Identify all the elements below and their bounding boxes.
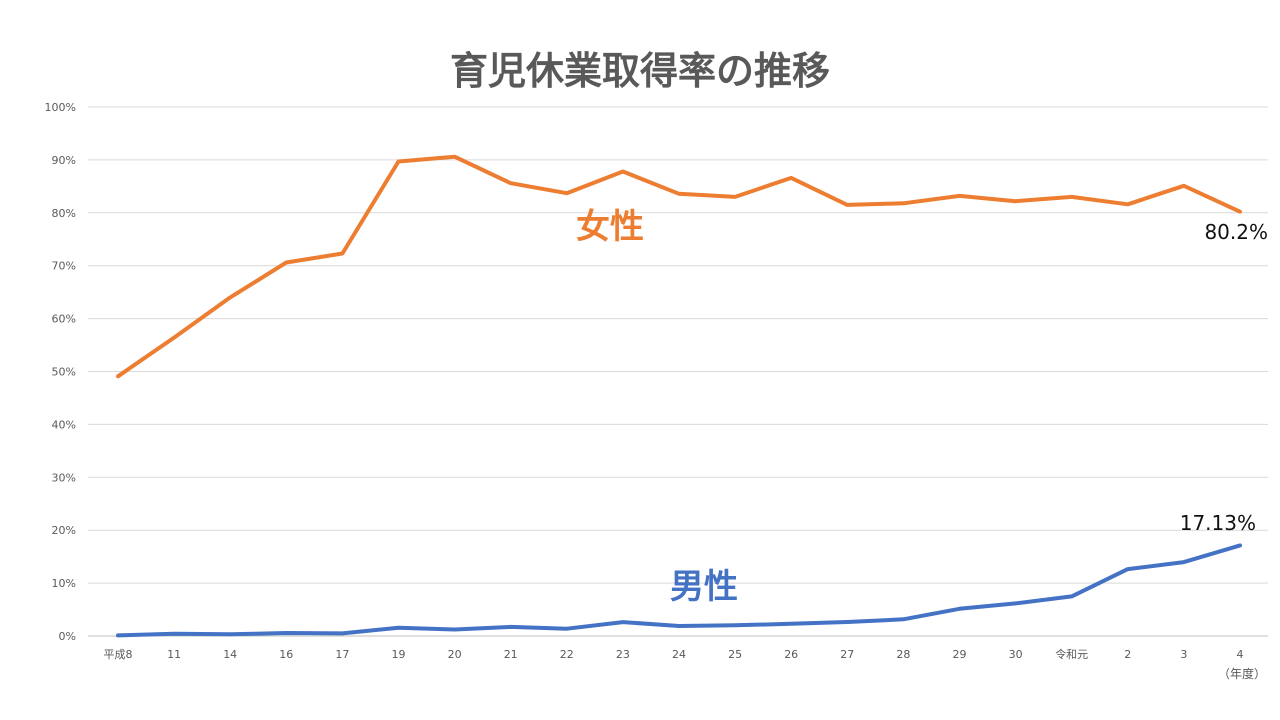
y-tick-label: 0% [59, 630, 76, 643]
y-tick-label: 10% [52, 577, 76, 590]
x-tick-label: 20 [448, 648, 462, 661]
y-tick-label: 80% [52, 207, 76, 220]
x-tick-label: 29 [953, 648, 967, 661]
x-tick-label: 4 [1237, 648, 1244, 661]
y-tick-label: 20% [52, 524, 76, 537]
x-tick-label: 25 [728, 648, 742, 661]
x-tick-label: 30 [1009, 648, 1023, 661]
x-tick-label: 22 [560, 648, 574, 661]
x-tick-label: 2 [1124, 648, 1131, 661]
y-tick-label: 60% [52, 313, 76, 326]
y-tick-label: 90% [52, 154, 76, 167]
x-tick-label: 16 [279, 648, 293, 661]
series-label-male: 男性 [670, 567, 738, 607]
x-tick-label: 令和元 [1055, 647, 1088, 661]
series-lines [116, 154, 1242, 638]
y-tick-label: 70% [52, 260, 76, 273]
y-tick-label: 30% [52, 471, 76, 484]
x-tick-label: 24 [672, 648, 686, 661]
y-tick-label: 50% [52, 366, 76, 379]
x-tick-label: 28 [896, 648, 910, 661]
x-tick-label: 21 [504, 648, 518, 661]
x-tick-label: 17 [335, 648, 349, 661]
data-label-female-end: 80.2% [1204, 220, 1268, 244]
series-label-female: 女性 [576, 207, 644, 247]
x-tick-label: 11 [167, 648, 181, 661]
series-line-female [116, 154, 1242, 379]
y-tick-label: 40% [52, 418, 76, 431]
chart-title: 育児休業取得率の推移 [450, 49, 830, 93]
series-line-male [116, 543, 1242, 638]
x-tick-label: 19 [392, 648, 406, 661]
x-axis-unit-label: （年度） [1218, 666, 1266, 681]
x-tick-label: 14 [223, 648, 237, 661]
x-tick-label: 平成8 [104, 648, 133, 661]
y-axis-ticks: 0% 10% 20% 30% 40% 50% 60% 70% 80% 90% 100% [45, 101, 76, 643]
x-tick-label: 27 [840, 648, 854, 661]
y-tick-label: 100% [45, 101, 76, 114]
x-axis-ticks: 平成8 11 14 16 17 19 20 21 22 23 24 25 26 27 28 29 30 令和元 2 3… [104, 647, 1244, 661]
data-label-male-end: 17.13% [1180, 511, 1256, 535]
x-tick-label: 23 [616, 648, 630, 661]
gridlines [88, 106, 1268, 637]
x-tick-label: 26 [784, 648, 798, 661]
x-tick-label: 3 [1180, 648, 1187, 661]
